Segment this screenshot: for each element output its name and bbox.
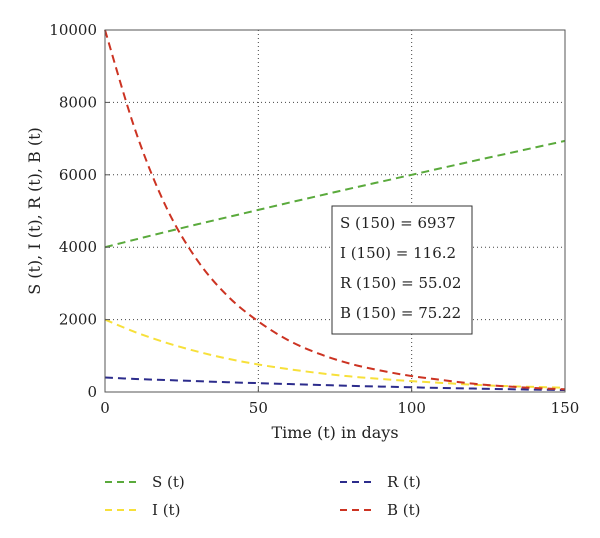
annotation-box: S (150) = 6937 I (150) = 116.2 R (150) =…: [331, 205, 473, 335]
y-axis-label: S (t), I (t), R (t), B (t): [25, 127, 44, 295]
x-tick-label: 150: [551, 399, 580, 417]
annotation-s-value: S (150) = 6937: [340, 214, 456, 232]
plot-frame: [104, 29, 566, 393]
x-axis-label: Time (t) in days: [271, 423, 398, 442]
annotation-b-value: B (150) = 75.22: [340, 304, 461, 322]
series-line-s: [104, 139, 566, 249]
legend-label-i: I (t): [152, 501, 180, 519]
annotation-i-value: I (150) = 116.2: [340, 244, 456, 262]
y-tick-label: 8000: [59, 93, 97, 111]
y-tick-label: 2000: [59, 311, 97, 329]
y-tick-label: 10000: [49, 21, 97, 39]
series-lines: [104, 29, 566, 392]
legend-label-b: B (t): [387, 501, 421, 519]
annotation-r-value: R (150) = 55.02: [340, 274, 461, 292]
series-line-b: [104, 29, 566, 391]
annotation-frame: [331, 205, 473, 335]
x-tick-label: 100: [397, 399, 426, 417]
y-tick-label: 6000: [59, 166, 97, 184]
x-axis-ticks: 0 50 100 150: [100, 387, 579, 417]
x-tick-label: 0: [100, 399, 110, 417]
legend-item-r: R (t): [340, 473, 421, 491]
y-tick-label: 4000: [59, 238, 97, 256]
legend-label-r: R (t): [387, 473, 421, 491]
y-tick-label: 0: [87, 383, 97, 401]
x-tick-label: 50: [249, 399, 268, 417]
legend-item-b: B (t): [340, 501, 421, 519]
legend-item-i: I (t): [105, 501, 180, 519]
series-line-r: [104, 376, 566, 392]
legend: S (t) I (t) R (t) B (t): [105, 473, 421, 519]
legend-label-s: S (t): [152, 473, 185, 491]
legend-item-s: S (t): [105, 473, 185, 491]
y-axis-ticks: 0 2000 4000 6000 8000 10000: [49, 21, 110, 401]
